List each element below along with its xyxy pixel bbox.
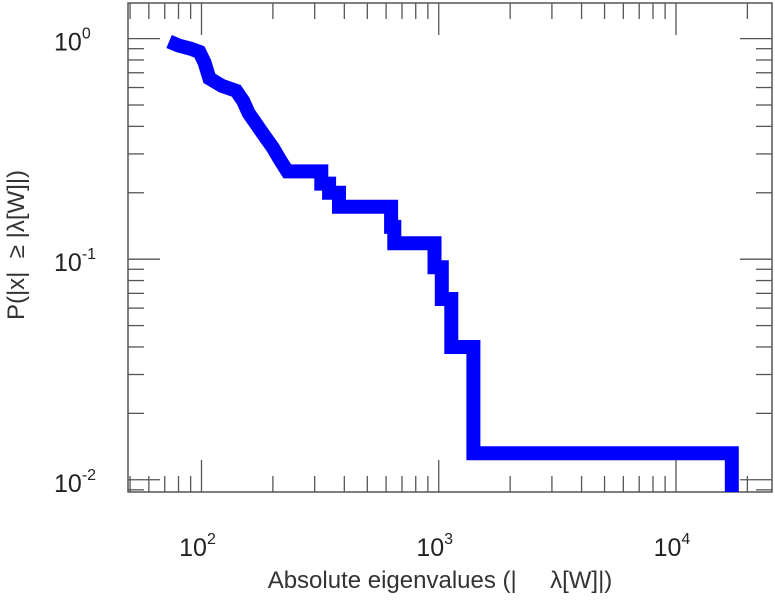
y-tick-labels: 100 10-1 10-2 (54, 26, 96, 498)
x-tick-label: 102 (179, 531, 216, 562)
x-tick-label: 104 (654, 531, 691, 562)
y-tick-label: 100 (54, 26, 91, 57)
x-axis-label: Absolute eigenvalues (| λ[W]|) (268, 567, 613, 594)
x-tick-labels: 102 103 104 (179, 531, 690, 562)
y-tick-label: 10-2 (54, 467, 96, 498)
plot-frame (127, 2, 773, 493)
x-tick-label: 103 (416, 531, 453, 562)
y-tick-label: 10-1 (54, 246, 96, 277)
series-line-ccdf (166, 35, 739, 492)
axis-ticks (128, 3, 772, 492)
y-axis-label: P(|x| ≥ |λ[W]|) (3, 170, 30, 320)
